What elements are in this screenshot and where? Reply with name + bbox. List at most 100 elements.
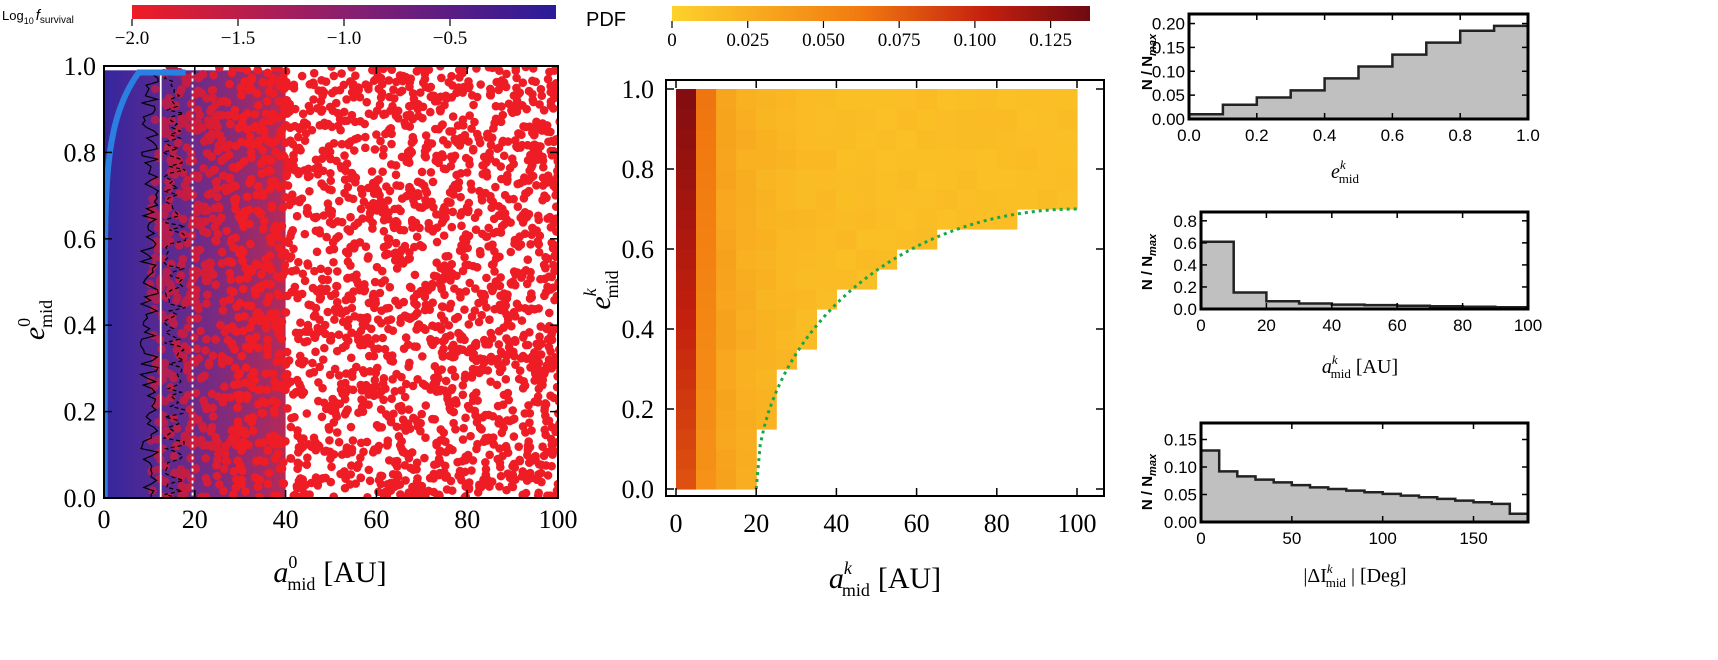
scatter-point	[320, 343, 329, 353]
scatter-point	[353, 133, 363, 143]
heatmap-cell	[1057, 109, 1078, 130]
scatter-point	[307, 125, 317, 135]
scatter-point	[215, 66, 224, 72]
scatter-point	[309, 80, 319, 90]
scatter-point	[437, 365, 447, 374]
scatter-point	[433, 491, 443, 498]
scatter-point	[544, 272, 554, 281]
scatter-point	[496, 162, 506, 171]
scatter-point	[343, 257, 353, 266]
scatter-point	[393, 470, 402, 480]
scatter-point	[237, 217, 247, 227]
scatter-point	[526, 239, 535, 249]
hist-i-bar	[1455, 500, 1474, 522]
scatter-point	[455, 344, 464, 354]
scatter-point	[286, 196, 296, 206]
scatter-point	[155, 393, 164, 403]
scatter-point	[413, 189, 423, 198]
scatter-point	[294, 132, 303, 142]
scatter-point	[150, 84, 160, 94]
scatter-point	[242, 124, 251, 134]
heatmap-cell	[816, 129, 837, 150]
scatter-point	[494, 143, 504, 153]
scatter-point	[313, 481, 323, 490]
scatter-point	[523, 441, 533, 450]
scatter-point	[407, 448, 417, 457]
scatter-point	[354, 85, 364, 95]
scatter-point	[334, 232, 344, 241]
scatter-point	[530, 397, 540, 406]
scatter-point	[206, 188, 216, 198]
heatmap-cell	[756, 329, 777, 350]
scatter-point	[514, 442, 524, 452]
scatter-point	[431, 156, 441, 166]
scatter-point	[332, 281, 341, 291]
heatmap-cell	[796, 149, 817, 170]
heatmap-cell	[756, 129, 777, 150]
scatter-point	[418, 352, 427, 361]
scatter-point	[394, 402, 404, 412]
hist-e-x-tick-label: 0.6	[1381, 126, 1405, 145]
scatter-point	[250, 473, 260, 482]
hist-i-bar	[1419, 497, 1438, 523]
scatter-point	[341, 333, 351, 343]
hist-i-x-tick-label: 0	[1196, 529, 1205, 548]
scatter-point	[489, 440, 499, 449]
scatter-point	[378, 167, 387, 177]
scatter-point	[293, 448, 303, 457]
heatmap-y-tick-label: 0.8	[622, 155, 655, 184]
scatter-point	[500, 297, 509, 306]
scatter-point	[515, 232, 525, 241]
scatter-point	[521, 340, 531, 350]
scatter-point	[499, 220, 509, 229]
scatter-point	[286, 454, 295, 463]
scatter-point	[453, 457, 462, 467]
scatter-point	[407, 101, 416, 110]
scatter-point	[339, 107, 349, 117]
scatter-point	[326, 291, 336, 301]
scatter-point	[374, 423, 384, 432]
scatter-y-tick-label: 1.0	[64, 52, 97, 81]
scatter-point	[468, 353, 478, 363]
scatter-point	[421, 300, 431, 309]
scatter-point	[270, 377, 280, 386]
hist-e-bar	[1290, 90, 1326, 119]
scatter-point	[359, 447, 368, 457]
scatter-point	[199, 424, 208, 433]
scatter-point	[468, 368, 478, 378]
scatter-point	[432, 387, 441, 396]
scatter-point	[439, 231, 449, 240]
scatter-point	[555, 117, 558, 126]
scatter-point	[458, 381, 468, 390]
scatter-point	[499, 151, 509, 161]
scatter-point	[460, 130, 470, 140]
scatter-point	[489, 124, 498, 133]
scatter-point	[310, 333, 320, 343]
heatmap-cell	[816, 169, 837, 190]
scatter-point	[410, 270, 420, 280]
scatter-point	[340, 116, 349, 126]
heatmap-cell	[976, 149, 998, 170]
hist-i-x-tick-label: 150	[1459, 529, 1487, 548]
scatter-point	[300, 229, 310, 239]
scatter-point	[260, 126, 269, 135]
scatter-point	[492, 227, 502, 237]
heatmap-cell	[716, 269, 737, 290]
scatter-point	[447, 127, 457, 136]
heatmap-cell	[756, 249, 777, 270]
scatter-point	[538, 156, 548, 166]
scatter-point	[176, 271, 186, 280]
scatter-point	[329, 418, 339, 427]
scatter-point	[293, 426, 302, 435]
scatter-point	[510, 107, 519, 116]
heatmap-cell	[776, 349, 797, 370]
hist-e-x-tick-label: 0.8	[1448, 126, 1472, 145]
heatmap-cell	[776, 109, 797, 130]
scatter-point	[520, 303, 530, 313]
heatmap-cell	[756, 369, 777, 390]
scatter-point	[445, 443, 454, 453]
scatter-point	[478, 169, 488, 179]
scatter-point	[318, 355, 328, 364]
scatter-point	[408, 132, 418, 142]
scatter-x-tick-label: 0	[98, 505, 111, 534]
